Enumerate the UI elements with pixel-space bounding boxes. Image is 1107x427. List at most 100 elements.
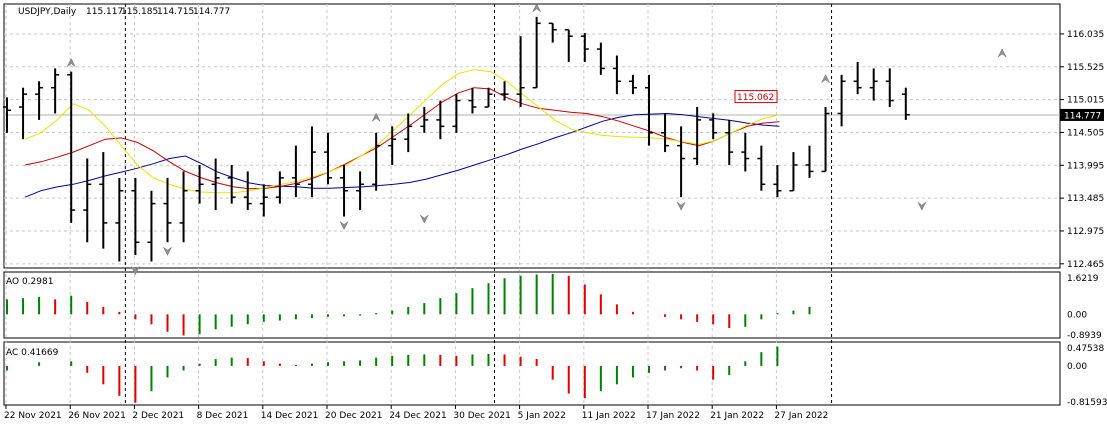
ohlc-bar-40	[645, 74, 653, 146]
panel-frame-2	[3, 271, 1061, 339]
price-tick-label-0: 116.035	[1067, 30, 1104, 40]
ohlc-bar-49	[789, 152, 798, 192]
ohlc-bar-38	[612, 55, 621, 95]
ohlc-bar-42	[677, 126, 686, 198]
date-label-2: 2 Dec 2021	[132, 411, 184, 421]
price-tick-label-1: 115.525	[1067, 63, 1104, 73]
panel-frame-1	[3, 3, 1061, 269]
price-tick-label-6: 112.975	[1067, 227, 1104, 237]
ohlc-bar-31	[500, 81, 509, 101]
header-low: 114.715	[157, 7, 194, 17]
ohlc-bar-34	[548, 22, 557, 43]
ohlc-bar-8	[131, 177, 140, 256]
ohlc-bar-15	[243, 171, 252, 211]
ao-tick-label-0: 1.6219	[1067, 274, 1099, 284]
price-tick-label-2: 115.015	[1067, 96, 1104, 106]
ao-histogram	[6, 273, 811, 336]
ohlc-bar-37	[596, 42, 605, 75]
price-tick-label-5: 113.485	[1067, 194, 1104, 204]
ohlc-bar-24	[388, 126, 397, 165]
period-separators	[124, 4, 833, 405]
ohlc-bar-19	[307, 126, 316, 198]
ohlc-bar-56	[901, 87, 910, 120]
ohlc-bar-47	[757, 145, 766, 191]
ohlc-bar-18	[291, 145, 300, 198]
ohlc-bar-22	[356, 171, 365, 211]
date-label-11: 21 Jan 2022	[710, 411, 764, 421]
symbol-label: USDJPY,Daily	[18, 7, 77, 17]
ohlc-bar-35	[564, 29, 573, 62]
panel-frames	[3, 3, 1061, 406]
fractal-down-3	[420, 214, 429, 224]
price-tick-label-3: 114.505	[1067, 128, 1104, 138]
fractal-down-1	[163, 247, 172, 256]
date-label-10: 17 Jan 2022	[646, 411, 700, 421]
ohlc-bar-2	[35, 81, 44, 120]
ohlc-bar-29	[468, 87, 477, 114]
ohlc-bar-4	[67, 71, 76, 223]
axes: 116.035 115.525 115.015 114.505 113.995 113.4…	[4, 30, 1107, 421]
date-label-4: 14 Dec 2021	[261, 411, 319, 421]
date-label-5: 20 Dec 2021	[325, 411, 383, 421]
ao-tick-label-1: 0.00	[1067, 310, 1087, 320]
ohlc-bar-1	[19, 87, 28, 140]
panel-frame-3	[3, 341, 1061, 406]
ac-tick-label-2: -0.81593	[1067, 398, 1107, 408]
ohlc-bar-0	[3, 97, 11, 133]
current-price-tag: 114.777	[1060, 108, 1104, 121]
ohlc-bar-11	[179, 171, 188, 243]
date-label-8: 5 Jan 2022	[518, 411, 566, 421]
date-label-0: 22 Nov 2021	[4, 411, 62, 421]
header-high: 115.185	[121, 7, 158, 17]
ohlc-bar-30	[484, 87, 493, 108]
ohlc-bar-36	[580, 32, 589, 62]
ohlc-bar-23	[372, 132, 381, 191]
fractal-up-4	[997, 48, 1007, 58]
ohlc-bar-13	[211, 158, 220, 211]
ohlc-bar-10	[163, 177, 172, 243]
ohlc-bar-3	[51, 68, 60, 114]
moving-averages	[24, 69, 780, 198]
date-label-9: 11 Jan 2022	[582, 411, 636, 421]
ao-label: AO 0.2981	[6, 277, 53, 287]
ohlc-bar-54	[869, 68, 878, 101]
ac-label: AC 0.41669	[6, 348, 59, 358]
date-label-3: 8 Dec 2021	[197, 411, 249, 421]
ohlc-bar-5	[83, 158, 92, 243]
ohlc-bar-9	[147, 190, 156, 262]
ohlc-bar-17	[275, 171, 284, 204]
ma-line-2	[24, 69, 780, 194]
price-marker-label: 115.062	[737, 93, 774, 103]
fractal-down-5	[917, 201, 927, 211]
ohlc-bar-7	[115, 177, 124, 262]
date-label-12: 27 Jan 2022	[774, 411, 828, 421]
ohlc-bar-32	[516, 36, 525, 108]
ohlc-bar-25	[404, 113, 413, 153]
ohlc-bar-16	[259, 184, 268, 217]
ohlc-bar-20	[324, 132, 332, 185]
fractal-up-2	[532, 3, 541, 13]
current-price-label: 114.777	[1064, 111, 1101, 121]
fractal-down-4	[676, 201, 686, 211]
ma-line-1	[24, 87, 780, 190]
fractal-markers	[66, 3, 1007, 276]
ac-tick-label-0: 0.47538	[1067, 344, 1104, 354]
fractal-up-1	[371, 112, 381, 122]
fractal-up-3	[821, 74, 830, 83]
fractal-down-0	[131, 266, 140, 276]
ohlc-bar-53	[853, 61, 862, 95]
ohlc-bar-39	[628, 74, 637, 95]
header-close: 114.777	[193, 7, 230, 17]
price-marker: 115.062	[734, 90, 778, 104]
ac-tick-label-1: 0.00	[1067, 362, 1087, 372]
ohlc-bar-44	[709, 113, 718, 140]
ohlc-bar-55	[885, 68, 894, 108]
ohlc-bar-26	[420, 107, 429, 133]
date-label-6: 24 Dec 2021	[389, 411, 447, 421]
ao-tick-label-2: -0.8939	[1067, 331, 1102, 341]
header-open: 115.117	[86, 7, 123, 17]
ohlc-bar-52	[837, 74, 846, 127]
grid	[4, 4, 1060, 405]
price-bars	[3, 16, 910, 262]
